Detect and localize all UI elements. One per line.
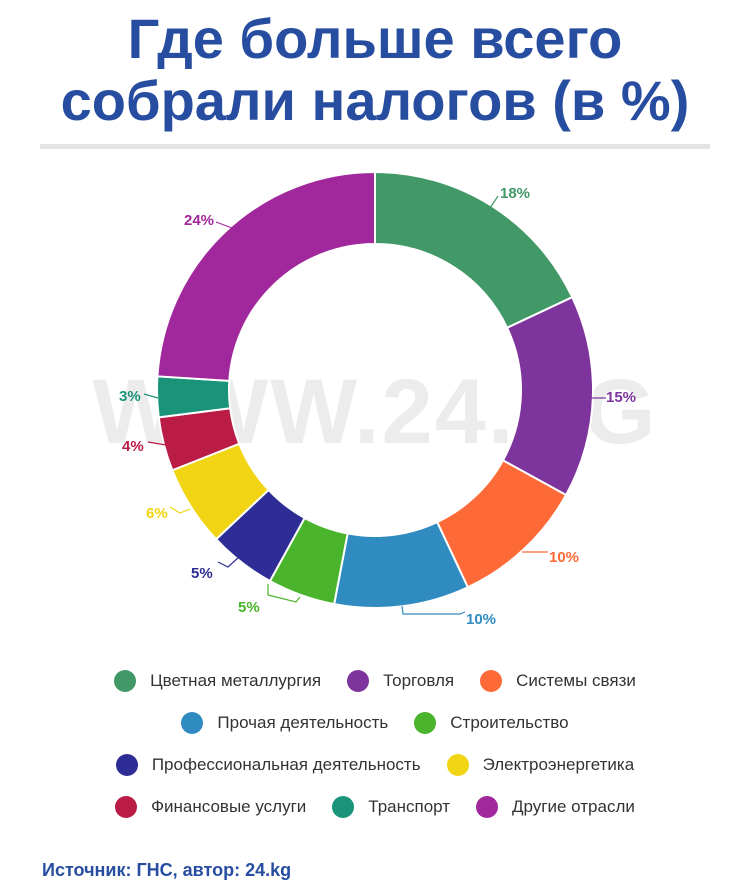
label-leader-line [489,195,499,209]
legend-row: Цветная металлургия Торговля Системы связи [0,670,750,692]
legend-swatch [181,712,204,734]
legend-label: Транспорт [368,797,451,816]
legend-item: Системы связи [480,670,636,692]
data-label-9: 3% [119,388,141,405]
legend-swatch [414,712,437,734]
legend-item: Электроэнергетика [446,754,635,776]
legend-swatch [115,796,138,818]
legend-swatch [476,796,499,818]
donut-chart: 18% 15% 10% 10% 5% 5% 6% 4% 3% 24% [119,170,636,628]
label-leader-line [217,555,241,568]
data-label-8: 4% [122,438,144,455]
data-label-2: 15% [606,389,636,406]
legend-row: Профессиональная деятельность Электроэнер… [0,754,750,776]
legend-swatch [332,796,355,818]
label-leader-line [169,506,191,514]
legend-label: Цветная металлургия [150,671,322,690]
legend-item: Финансовые услуги [115,796,306,818]
legend-label: Электроэнергетика [482,755,635,774]
data-label-5: 5% [238,599,260,616]
data-label-3: 10% [549,549,579,566]
source-note: Источник: ГНС, автор: 24.kg [42,860,292,880]
legend-row: Прочая деятельность Строительство [0,712,750,734]
chart-title: Где больше всего собрали налогов (в %) [0,8,750,132]
data-label-10: 24% [184,212,214,229]
label-leader-line [147,441,167,446]
legend-swatch [115,754,138,776]
data-label-6: 5% [191,565,213,582]
legend-swatch [114,670,137,692]
label-leader-line [401,605,466,615]
legend-item: Торговля [347,670,454,692]
legend-label: Строительство [450,713,569,732]
legend-item: Транспорт [332,796,450,818]
data-label-4: 10% [466,611,496,628]
label-leader-line [215,221,233,229]
legend-swatch [480,670,503,692]
label-leader-line [267,584,301,603]
legend-label: Финансовые услуги [151,797,307,816]
legend-label: Профессиональная деятельность [151,755,421,774]
title-line-1: Где больше всего [127,7,623,70]
donut-slice-1 [374,170,574,330]
title-divider [40,144,710,149]
legend-label: Другие отрасли [512,797,635,816]
data-label-1: 18% [500,185,530,202]
title-line-2: собрали налогов (в %) [60,69,690,132]
label-leader-line [143,393,159,399]
legend-label: Торговля [383,671,455,690]
legend-item: Профессиональная деятельность [115,754,421,776]
donut-slice-2 [501,295,594,497]
legend-row: Финансовые услуги Транспорт Другие отрасли [0,796,750,818]
donut-slice-10 [156,170,376,382]
data-label-7: 6% [146,505,168,522]
legend-item: Прочая деятельность [181,712,388,734]
legend-item: Цветная металлургия [114,670,321,692]
legend-label: Прочая деятельность [217,713,389,732]
legend-item: Строительство [414,712,569,734]
legend-item: Другие отрасли [476,796,635,818]
legend-label: Системы связи [516,671,636,690]
legend-swatch [347,670,370,692]
legend-swatch [446,754,469,776]
